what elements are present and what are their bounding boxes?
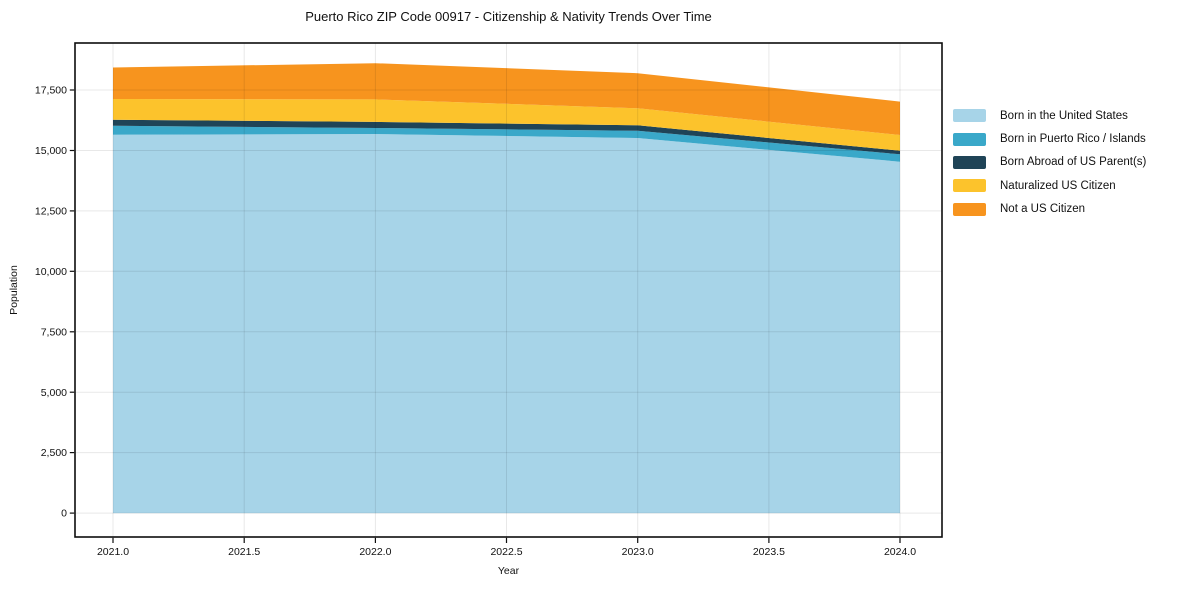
y-tick-label: 0 — [61, 508, 67, 520]
legend-swatch-icon — [953, 132, 986, 146]
legend-item: Born Abroad of US Parent(s) — [953, 151, 1146, 174]
legend: Born in the United States Born in Puerto … — [953, 104, 1146, 221]
x-axis-label: Year — [497, 565, 520, 577]
axes-spines — [74, 42, 943, 538]
y-tick-label: 2,500 — [41, 447, 67, 459]
legend-label: Born in Puerto Rico / Islands — [1000, 133, 1146, 146]
x-tick-label: 2024.0 — [884, 546, 916, 558]
area-band-4 — [113, 99, 900, 151]
y-axis-label: Population — [8, 265, 20, 315]
area-band-1 — [113, 134, 900, 514]
y-tick-label: 15,000 — [35, 145, 67, 157]
y-tick-label: 12,500 — [35, 206, 67, 218]
x-tick-label: 2022.0 — [359, 546, 391, 558]
legend-label: Naturalized US Citizen — [1000, 179, 1116, 192]
y-tick-label: 17,500 — [35, 85, 67, 97]
legend-swatch-icon — [953, 109, 986, 123]
legend-label: Born in the United States — [1000, 109, 1128, 122]
legend-item: Not a US Citizen — [953, 198, 1146, 221]
legend-item: Naturalized US Citizen — [953, 174, 1146, 197]
x-tick-label: 2021.0 — [97, 546, 129, 558]
area-band-3 — [113, 119, 900, 155]
y-tick-label: 7,500 — [41, 326, 67, 338]
legend-swatch-icon — [953, 155, 986, 169]
legend-label: Born Abroad of US Parent(s) — [1000, 156, 1147, 169]
x-tick-label: 2023.0 — [622, 546, 654, 558]
legend-item: Born in Puerto Rico / Islands — [953, 127, 1146, 150]
area-band-5 — [113, 63, 900, 136]
x-tick-label: 2023.5 — [753, 546, 785, 558]
chart-title: Puerto Rico ZIP Code 00917 - Citizenship… — [305, 9, 712, 24]
x-tick-label: 2021.5 — [228, 546, 260, 558]
y-tick-label: 5,000 — [41, 387, 67, 399]
legend-swatch-icon — [953, 202, 986, 216]
area-band-2 — [113, 125, 900, 162]
legend-swatch-icon — [953, 179, 986, 193]
y-tick-label: 10,000 — [35, 266, 67, 278]
legend-item: Born in the United States — [953, 104, 1146, 127]
legend-label: Not a US Citizen — [1000, 203, 1086, 216]
x-tick-label: 2022.5 — [490, 546, 522, 558]
